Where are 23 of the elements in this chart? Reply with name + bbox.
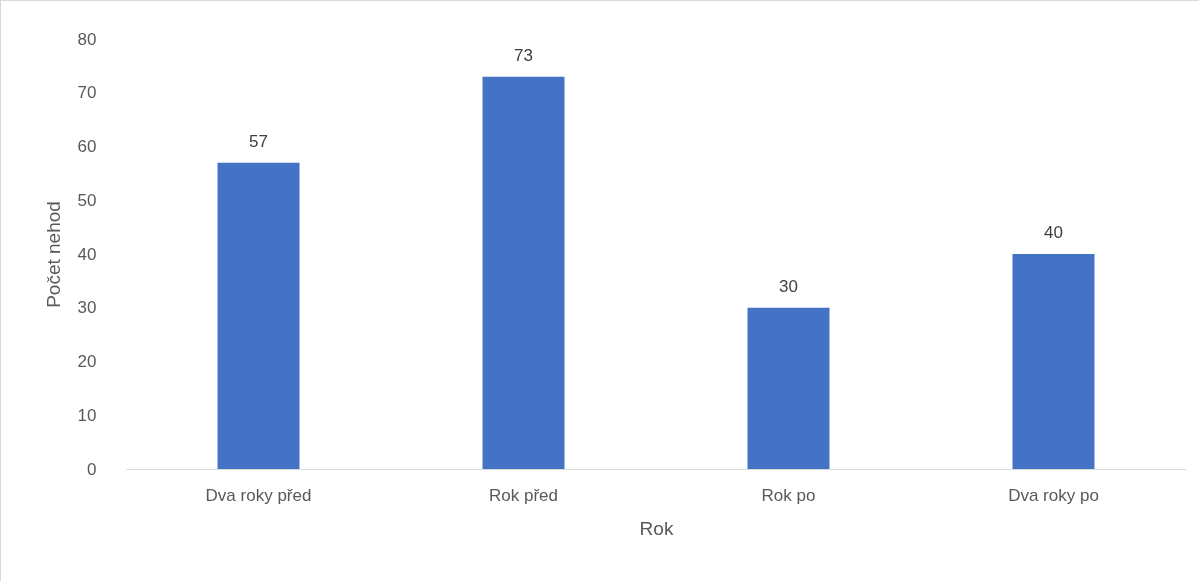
y-tick-label: 80 <box>77 29 97 49</box>
bar <box>217 162 300 469</box>
x-axis-title: Rok <box>639 517 674 539</box>
y-tick-label: 10 <box>77 405 97 425</box>
bar <box>1012 254 1095 469</box>
y-tick-label: 70 <box>77 83 97 103</box>
x-tick-label: Rok před <box>489 485 558 505</box>
x-tick-label: Rok po <box>761 485 816 505</box>
y-tick-label: 0 <box>87 459 97 479</box>
data-label: 30 <box>779 276 798 296</box>
y-tick-label: 50 <box>77 190 97 210</box>
y-tick-label: 40 <box>77 244 97 264</box>
bar <box>747 307 830 469</box>
y-tick-label: 60 <box>77 137 97 156</box>
x-tick-label: Dva roky po <box>1008 485 1099 505</box>
data-label: 57 <box>249 131 268 151</box>
y-axis-title: Počet nehod <box>42 201 64 308</box>
data-label: 40 <box>1044 223 1063 242</box>
y-tick-label: 30 <box>77 298 97 318</box>
data-label: 73 <box>514 45 533 65</box>
x-tick-label: Dva roky před <box>205 485 312 505</box>
bar <box>482 76 565 469</box>
y-tick-label: 20 <box>77 352 97 371</box>
